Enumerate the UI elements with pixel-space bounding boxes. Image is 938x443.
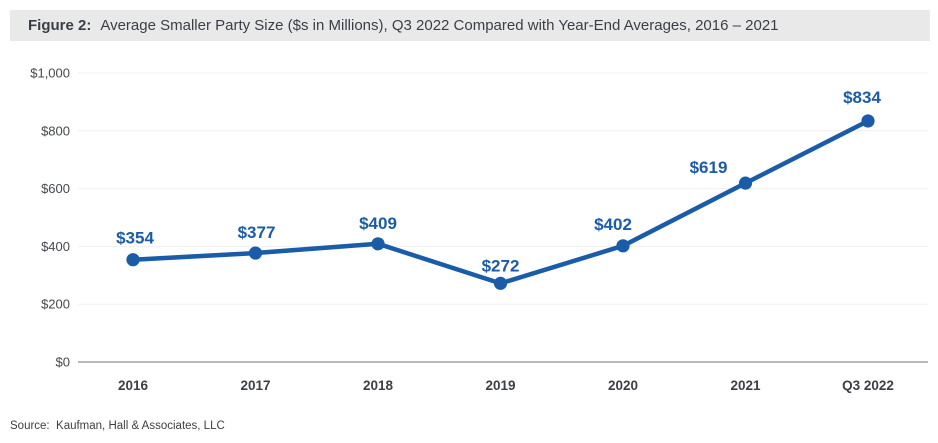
y-tick-label: $400 xyxy=(41,239,70,254)
data-label: $402 xyxy=(594,215,632,234)
figure-label: Figure 2: xyxy=(28,17,92,34)
data-label: $354 xyxy=(116,229,154,248)
x-tick-label: Q3 2022 xyxy=(842,378,894,393)
data-point xyxy=(861,114,875,128)
data-point xyxy=(493,276,508,290)
data-point xyxy=(126,253,140,267)
x-tick-label: 2021 xyxy=(730,378,761,393)
figure-header: Figure 2: Average Smaller Party Size ($s … xyxy=(10,10,930,41)
data-point xyxy=(616,239,630,253)
data-label: $834 xyxy=(843,88,881,107)
y-tick-label: $800 xyxy=(41,123,70,138)
x-tick-label: 2020 xyxy=(608,378,638,393)
figure-title: Average Smaller Party Size ($s in Millio… xyxy=(100,17,779,34)
y-tick-label: $200 xyxy=(41,297,70,312)
data-label: $272 xyxy=(482,256,520,275)
y-tick-label: $1,000 xyxy=(30,66,70,81)
data-point xyxy=(738,176,753,190)
data-point xyxy=(248,246,263,260)
data-label: $377 xyxy=(238,223,276,242)
x-tick-label: 2019 xyxy=(485,378,515,393)
source-note: Source: Kaufman, Hall & Associates, LLC xyxy=(10,420,225,432)
data-label: $619 xyxy=(690,158,728,177)
x-tick-label: 2016 xyxy=(118,378,149,393)
y-tick-label: $0 xyxy=(56,355,70,370)
data-point xyxy=(371,237,385,251)
data-label: $409 xyxy=(359,214,397,233)
x-tick-label: 2018 xyxy=(363,378,394,393)
x-tick-label: 2017 xyxy=(240,378,270,393)
y-tick-label: $600 xyxy=(41,181,70,196)
